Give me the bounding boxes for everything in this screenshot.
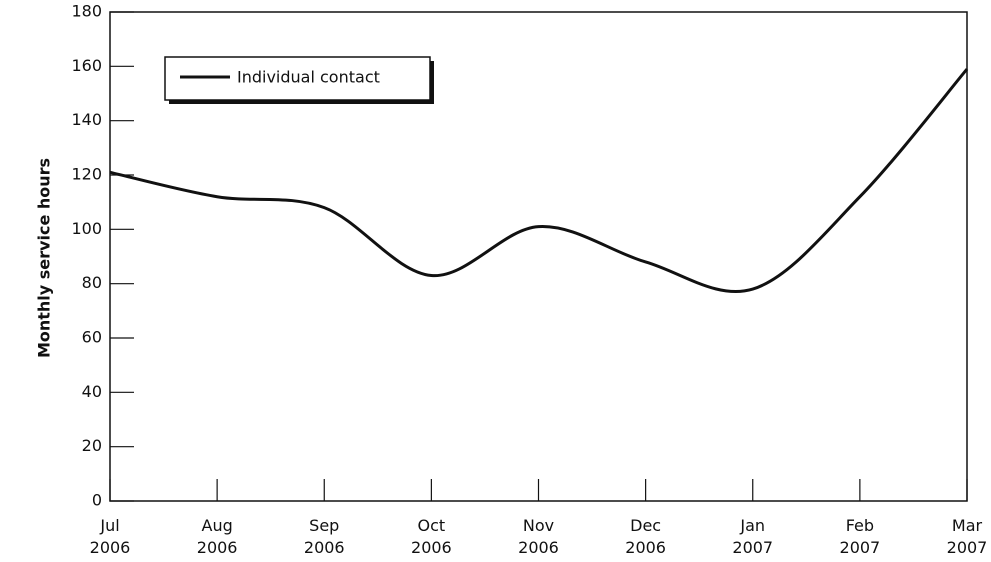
x-tick-label: Jul 2006	[89, 516, 131, 557]
y-tick-label: 60	[82, 328, 102, 347]
x-tick-label: Feb 2007	[839, 516, 881, 557]
y-tick-label: 160	[71, 56, 102, 75]
x-tick-label: Oct 2006	[411, 516, 452, 557]
series-line	[109, 68, 969, 294]
y-axis-label: Monthly service hours	[35, 158, 54, 358]
y-tick-label: 100	[71, 219, 102, 238]
y-tick-label: 0	[92, 491, 102, 510]
y-tick-label: 120	[71, 165, 102, 184]
y-tick-label: 140	[71, 110, 102, 129]
y-tick-label: 180	[71, 2, 102, 21]
x-tick-label: Mar 2007	[946, 516, 988, 557]
x-tick-label: Aug 2006	[196, 516, 238, 557]
y-tick-label: 80	[82, 273, 102, 292]
legend-label: Individual contact	[237, 68, 380, 87]
x-tick-label: Sep 2006	[303, 516, 345, 557]
x-tick-label: Nov 2006	[518, 516, 559, 557]
y-tick-label: 40	[82, 382, 102, 401]
x-tick-label: Dec 2006	[625, 516, 666, 557]
y-tick-label: 20	[82, 436, 102, 455]
x-tick-label: Jan 2007	[732, 516, 774, 557]
